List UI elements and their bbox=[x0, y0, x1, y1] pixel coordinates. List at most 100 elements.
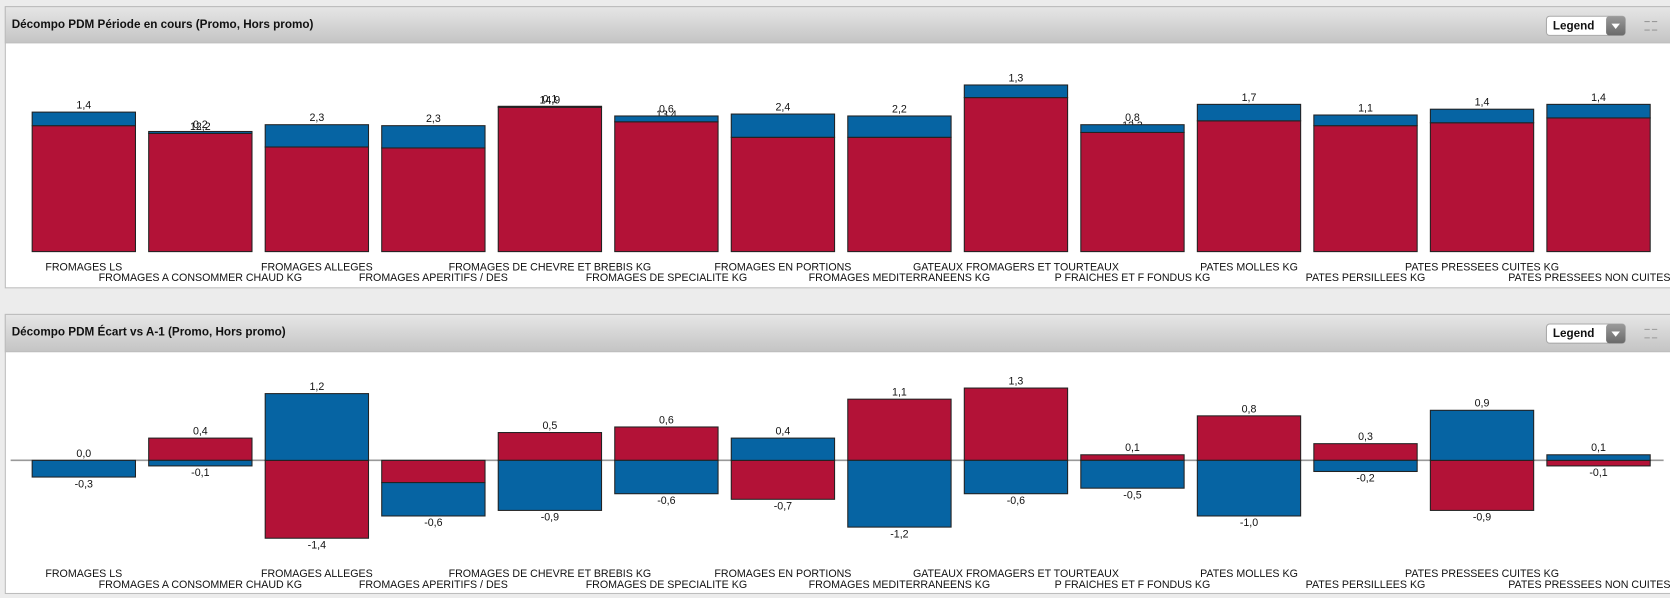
panel-body bbox=[4, 313, 1670, 595]
bar-segment bbox=[614, 121, 719, 253]
data-label: 0,9 bbox=[1475, 398, 1490, 410]
x-tick-label: P FRAICHES ET F FONDUS KG bbox=[1055, 579, 1211, 591]
data-label: 14,9 bbox=[540, 95, 561, 107]
bar-segment bbox=[264, 459, 370, 539]
bar-segment bbox=[264, 146, 370, 253]
data-label: -0,6 bbox=[424, 517, 442, 529]
data-label: 1,1 bbox=[892, 387, 907, 399]
data-label: 1,4 bbox=[76, 100, 91, 112]
bar-segment bbox=[847, 398, 952, 461]
data-label: 1,7 bbox=[1242, 92, 1257, 104]
bar-segment bbox=[963, 459, 1069, 495]
data-label: 0,1 bbox=[1125, 442, 1140, 454]
x-tick-label: PATES PRESSEES CUITES KG bbox=[1405, 261, 1559, 273]
x-tick-label: FROMAGES MEDITERRANEENS KG bbox=[809, 272, 991, 284]
bar-segment bbox=[614, 459, 719, 495]
data-label: 0,2 bbox=[193, 119, 208, 131]
bar-segment bbox=[730, 459, 836, 500]
bar-segment bbox=[1196, 459, 1302, 517]
x-tick-label: FROMAGES ALLEGES bbox=[261, 568, 373, 580]
data-label: 1,3 bbox=[1009, 72, 1024, 84]
bar-segment bbox=[1313, 125, 1418, 253]
bar-segment bbox=[31, 459, 137, 478]
panel-body bbox=[4, 6, 1670, 289]
x-tick-label: PATES MOLLES KG bbox=[1200, 568, 1298, 580]
x-tick-label: PATES PERSILLEES KG bbox=[1306, 272, 1426, 284]
data-label: 1,4 bbox=[1591, 92, 1606, 104]
x-tick-label: PATES PRESSEES CUITES KG bbox=[1405, 568, 1559, 580]
bar-segment bbox=[264, 124, 370, 148]
data-label: -0,3 bbox=[75, 478, 93, 490]
data-label: 1,1 bbox=[1358, 102, 1373, 114]
x-tick-label: FROMAGES APERITIFS / DES bbox=[359, 579, 508, 591]
data-label: -1,4 bbox=[308, 539, 326, 551]
bar-segment bbox=[148, 132, 253, 253]
x-tick-label: PATES PRESSEES NON CUITES KG bbox=[1508, 272, 1670, 284]
x-tick-label: PATES PRESSEES NON CUITES KG bbox=[1508, 579, 1670, 591]
bar-segment bbox=[1196, 415, 1302, 461]
bar-segment bbox=[381, 125, 486, 149]
data-label: -0,1 bbox=[1589, 467, 1607, 479]
bar-segment bbox=[730, 113, 836, 138]
bar-segment bbox=[1546, 454, 1651, 461]
bar-segment bbox=[1546, 459, 1651, 467]
bar-segment bbox=[963, 387, 1069, 461]
bar-segment bbox=[381, 459, 486, 484]
x-tick-label: PATES PERSILLEES KG bbox=[1306, 579, 1426, 591]
x-tick-label: FROMAGES A CONSOMMER CHAUD KG bbox=[99, 272, 302, 284]
bar-segment bbox=[31, 111, 137, 127]
bar-segment bbox=[497, 105, 603, 108]
bar-segment bbox=[1313, 443, 1418, 461]
bar-segment bbox=[1546, 117, 1651, 253]
data-label: -0,7 bbox=[774, 501, 792, 513]
data-label: 0,1 bbox=[542, 94, 557, 106]
bar-segment bbox=[381, 482, 486, 517]
x-tick-label: GATEAUX FROMAGERS ET TOURTEAUX bbox=[913, 261, 1119, 273]
legend-dropdown-label[interactable]: Legend bbox=[1553, 327, 1595, 340]
data-label: -1,0 bbox=[1240, 517, 1258, 529]
bar-segment bbox=[1313, 114, 1418, 127]
bar-segment bbox=[1080, 124, 1185, 133]
bar-segment bbox=[264, 393, 370, 461]
data-label: -0,5 bbox=[1123, 489, 1141, 501]
data-label: -0,6 bbox=[1007, 495, 1025, 507]
data-label: -0,9 bbox=[1473, 512, 1491, 524]
bar-segment bbox=[614, 426, 719, 461]
data-label: 2,3 bbox=[309, 112, 324, 124]
chart-title: Décompo PDM Écart vs A-1 (Promo, Hors pr… bbox=[12, 326, 286, 339]
dropdown-arrow bbox=[1611, 331, 1620, 337]
panel: Décompo PDM Période en cours (Promo, Hor… bbox=[4, 6, 1670, 289]
x-tick-label: FROMAGES EN PORTIONS bbox=[714, 261, 851, 273]
data-label: 1,2 bbox=[309, 381, 324, 393]
data-label: 0,1 bbox=[1591, 442, 1606, 454]
data-label: 12,2 bbox=[190, 121, 211, 133]
bar-segment bbox=[1429, 122, 1535, 253]
x-tick-label: FROMAGES DE SPECIALITE KG bbox=[586, 579, 747, 591]
panel: Décompo PDM Écart vs A-1 (Promo, Hors pr… bbox=[4, 313, 1670, 595]
data-label: 0,4 bbox=[193, 426, 208, 438]
data-label: 0,6 bbox=[659, 103, 674, 115]
expand-icon[interactable] bbox=[1644, 328, 1658, 339]
x-tick-label: FROMAGES APERITIFS / DES bbox=[359, 272, 508, 284]
bar-segment bbox=[963, 97, 1069, 253]
data-label: -0,1 bbox=[191, 467, 209, 479]
legend-dropdown-label[interactable]: Legend bbox=[1553, 19, 1595, 32]
bar-segment bbox=[730, 437, 836, 461]
bar-segment bbox=[1429, 409, 1535, 461]
bar-segment bbox=[847, 459, 952, 528]
x-tick-label: PATES MOLLES KG bbox=[1200, 261, 1298, 273]
bar-segment bbox=[1196, 103, 1302, 122]
chart-title: Décompo PDM Période en cours (Promo, Hor… bbox=[12, 18, 314, 31]
data-label: 1,3 bbox=[1009, 375, 1024, 387]
bar-segment bbox=[497, 459, 603, 511]
bar-segment bbox=[1313, 459, 1418, 473]
x-tick-label: FROMAGES MEDITERRANEENS KG bbox=[809, 579, 991, 591]
expand-icon[interactable] bbox=[1644, 21, 1658, 31]
x-tick-label: P FRAICHES ET F FONDUS KG bbox=[1055, 272, 1211, 284]
bar-segment bbox=[148, 130, 253, 134]
x-tick-label: FROMAGES DE SPECIALITE KG bbox=[586, 272, 747, 284]
bar-segment bbox=[1080, 459, 1185, 489]
data-label: -0,2 bbox=[1356, 473, 1374, 485]
x-tick-label: FROMAGES DE CHEVRE ET BREBIS KG bbox=[449, 568, 652, 580]
